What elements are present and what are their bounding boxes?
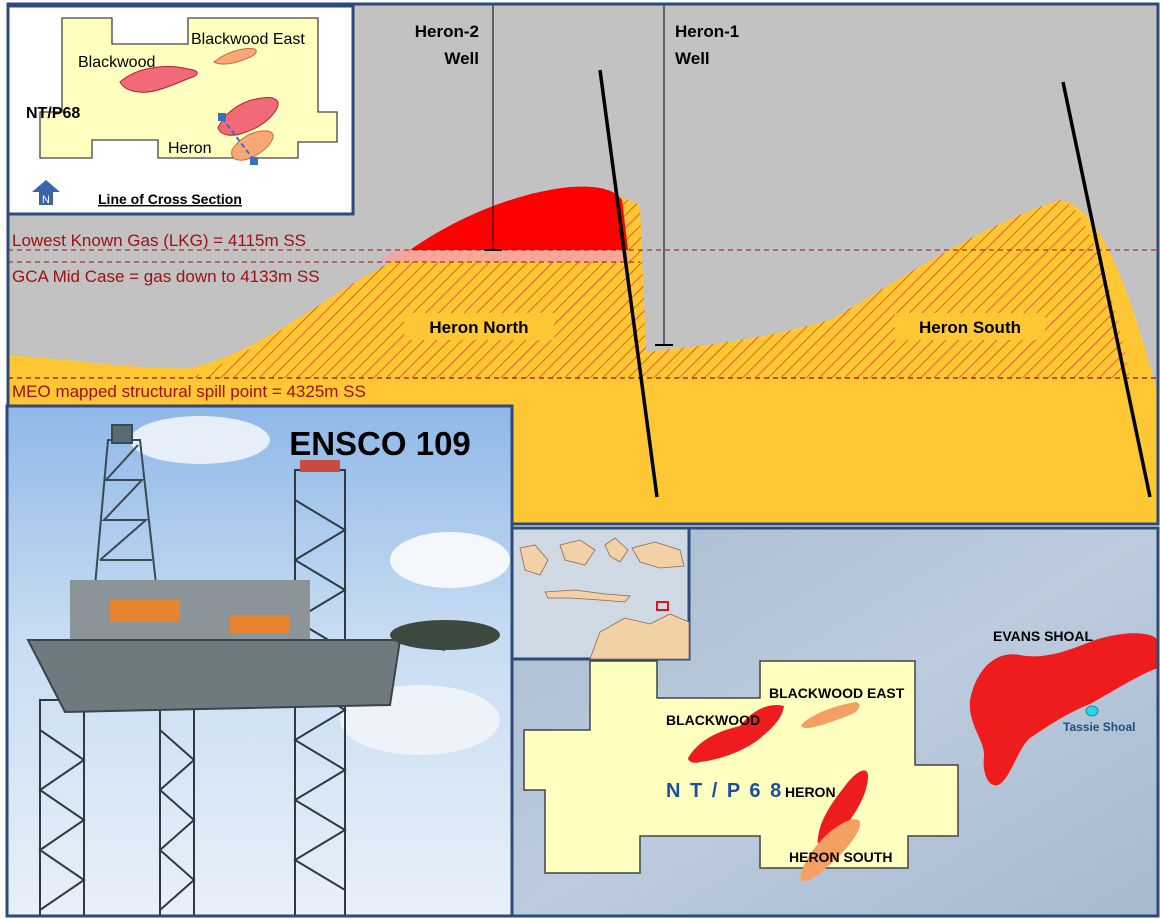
- spill-point-label: MEO mapped structural spill point = 4325…: [12, 382, 366, 401]
- lifeboat-1: [110, 600, 180, 622]
- north-arrow-icon: [32, 180, 60, 205]
- heron-south-label-bg: [895, 313, 1045, 340]
- blackwood-field: [688, 704, 784, 763]
- rig-hull: [26, 639, 402, 714]
- inset-blackwood: [119, 66, 198, 93]
- inset-section-end-a: [218, 113, 226, 121]
- inset-section-line: [221, 117, 255, 161]
- rig-photo: ENSCO 109: [5, 404, 514, 918]
- gca-band: [378, 250, 630, 262]
- heron-2-well-name: Heron-2: [415, 22, 479, 41]
- line-of-cross-section-caption: Line of Cross Section: [98, 191, 242, 207]
- cloud-1: [390, 532, 510, 588]
- blackwood-east-field: [801, 702, 860, 728]
- inset-heron: [217, 97, 279, 136]
- evans-shoal-field: [969, 633, 1158, 786]
- heron-south-label: Heron South: [919, 318, 1021, 337]
- heron-field: [817, 770, 868, 846]
- heron-label: HERON: [785, 784, 836, 800]
- location-marker: [656, 601, 669, 611]
- heron-1-well-suffix: Well: [675, 49, 710, 68]
- blackwood-east-label: BLACKWOOD EAST: [769, 685, 905, 701]
- inset-blackwood-east: [213, 48, 257, 65]
- helideck: [390, 620, 500, 650]
- inset-blackwood-east-label: Blackwood East: [191, 31, 305, 48]
- helideck-support: [399, 639, 446, 651]
- gca-label: GCA Mid Case = gas down to 4133m SS: [12, 267, 320, 286]
- cross-section-frame: [6, 2, 1160, 526]
- inset-blackwood-label: Blackwood: [78, 54, 155, 71]
- australia-coast: [589, 613, 690, 660]
- heron-2-well-suffix: Well: [444, 49, 479, 68]
- inset-map: Blackwood Blackwood East NT/P68 Heron N …: [6, 4, 355, 216]
- lkg-label: Lowest Known Gas (LKG) = 4115m SS: [12, 231, 306, 250]
- indonesia-islands: [519, 537, 685, 603]
- cloud-3: [130, 416, 270, 464]
- location-inset: [510, 526, 691, 661]
- gas-cap: [410, 186, 628, 250]
- inset-section-end-b: [250, 157, 258, 165]
- heron-north-label: Heron North: [429, 318, 528, 337]
- blackwood-label: BLACKWOOD: [666, 712, 760, 728]
- rig-name: ENSCO 109: [289, 425, 471, 462]
- inset-permit-label: NT/P68: [26, 105, 80, 122]
- fault-2: [1061, 81, 1152, 498]
- heron-south-field: [800, 819, 861, 882]
- regional-map: N T / P 6 8 BLACKWOOD BLACKWOOD EAST HER…: [510, 526, 1160, 918]
- heron-north-label-bg: [404, 313, 554, 340]
- inset-heron-south: [231, 130, 274, 161]
- derrick-icon: [91, 424, 161, 621]
- heron-1-well-name: Heron-1: [675, 22, 739, 41]
- north-arrow-letter: N: [42, 194, 50, 206]
- tassie-shoal-field: [1085, 705, 1099, 717]
- regional-map-frame: [510, 526, 1160, 918]
- inset-heron-label: Heron: [168, 140, 212, 157]
- tassie-shoal-label: Tassie Shoal: [1063, 720, 1135, 734]
- fault-1: [598, 69, 659, 498]
- lifeboat-2: [230, 615, 290, 633]
- regional-permit-label: N T / P 6 8: [666, 780, 783, 802]
- evans-shoal-label: EVANS SHOAL: [993, 628, 1094, 644]
- heron-south-label: HERON SOUTH: [789, 849, 892, 865]
